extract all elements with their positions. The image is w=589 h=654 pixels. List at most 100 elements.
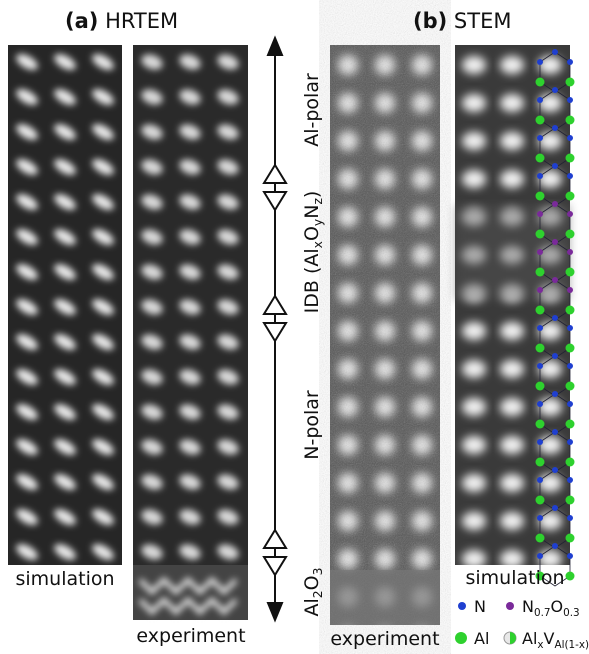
atom bbox=[537, 363, 543, 369]
atom bbox=[566, 382, 575, 391]
atom bbox=[536, 534, 545, 543]
text-part: V bbox=[544, 629, 555, 648]
atom bbox=[537, 439, 543, 445]
atom bbox=[537, 59, 543, 65]
subscript: 0.3 bbox=[563, 607, 580, 619]
caption: simulation bbox=[465, 567, 564, 589]
atom bbox=[567, 515, 573, 521]
atom bbox=[567, 211, 573, 217]
atom bbox=[566, 458, 575, 467]
atom bbox=[552, 87, 558, 93]
atom bbox=[536, 306, 545, 315]
caption: simulation bbox=[15, 568, 114, 590]
atom bbox=[566, 78, 575, 87]
atom bbox=[537, 553, 543, 559]
atom bbox=[537, 287, 543, 293]
legend-label: AlxVAl(1-x) bbox=[522, 629, 589, 651]
text-part: IDB (Al bbox=[301, 248, 323, 313]
atom bbox=[567, 477, 573, 483]
atom bbox=[566, 192, 575, 201]
atom bbox=[552, 429, 558, 435]
atom bbox=[567, 135, 573, 141]
subscript: 3 bbox=[311, 568, 325, 576]
subscript: x bbox=[311, 241, 325, 248]
atom bbox=[536, 458, 545, 467]
atom bbox=[552, 277, 558, 283]
region-label: IDB (AlxOyNz) bbox=[301, 191, 325, 314]
atom bbox=[567, 363, 573, 369]
atom bbox=[537, 515, 543, 521]
atom bbox=[536, 382, 545, 391]
text-part: O bbox=[301, 226, 323, 241]
subscript: Al(1-x) bbox=[555, 639, 589, 651]
atom bbox=[566, 230, 575, 239]
atom bbox=[536, 420, 545, 429]
text-part: N bbox=[522, 597, 534, 616]
subscript: 0.7 bbox=[534, 607, 551, 619]
atom bbox=[537, 477, 543, 483]
atom bbox=[566, 534, 575, 543]
subscript: 2 bbox=[311, 590, 325, 598]
atom bbox=[567, 401, 573, 407]
region-label: Al-polar bbox=[301, 73, 323, 147]
hrtem-experiment-image bbox=[133, 45, 248, 575]
region-label: Al2O3 bbox=[301, 568, 325, 617]
atom bbox=[566, 116, 575, 125]
atom bbox=[537, 135, 543, 141]
subscript: y bbox=[311, 219, 325, 226]
atom bbox=[552, 505, 558, 511]
atom bbox=[536, 496, 545, 505]
text-part: Al bbox=[522, 629, 537, 648]
caption: experiment bbox=[330, 628, 439, 650]
atom bbox=[552, 543, 558, 549]
atom bbox=[536, 192, 545, 201]
atom bbox=[566, 496, 575, 505]
atom bbox=[567, 249, 573, 255]
atom bbox=[537, 173, 543, 179]
caption: experiment bbox=[136, 625, 245, 647]
atom bbox=[552, 201, 558, 207]
text-part: N bbox=[301, 205, 323, 219]
atom bbox=[567, 553, 573, 559]
atom bbox=[536, 116, 545, 125]
atom bbox=[566, 306, 575, 315]
atom bbox=[566, 268, 575, 277]
hrtem-simulation-image bbox=[8, 45, 122, 565]
text-part: O bbox=[301, 575, 323, 590]
legend-label: N0.7O0.3 bbox=[522, 597, 580, 619]
text-part: O bbox=[551, 597, 564, 616]
panel-title: (a) HRTEM bbox=[65, 9, 178, 33]
legend-label: N bbox=[474, 597, 486, 616]
atom bbox=[567, 439, 573, 445]
region-label: N-polar bbox=[301, 390, 323, 460]
legend-label: Al bbox=[474, 629, 489, 648]
atom bbox=[552, 239, 558, 245]
atom bbox=[567, 173, 573, 179]
figure: (a) HRTEM (b) STEM simulation experiment… bbox=[0, 0, 589, 654]
stem-simulation-image bbox=[455, 45, 570, 565]
atom bbox=[536, 268, 545, 277]
atom bbox=[552, 467, 558, 473]
atom bbox=[537, 211, 543, 217]
atom bbox=[566, 420, 575, 429]
atom bbox=[567, 325, 573, 331]
atom bbox=[567, 287, 573, 293]
atom bbox=[537, 325, 543, 331]
atom bbox=[536, 154, 545, 163]
atom bbox=[536, 344, 545, 353]
atom bbox=[537, 249, 543, 255]
text-part: Al bbox=[301, 598, 323, 616]
atom bbox=[552, 125, 558, 131]
atom bbox=[552, 163, 558, 169]
atom bbox=[536, 230, 545, 239]
atom bbox=[552, 353, 558, 359]
atom bbox=[567, 97, 573, 103]
atom bbox=[566, 572, 575, 581]
atom bbox=[567, 59, 573, 65]
atom bbox=[552, 315, 558, 321]
arrow bbox=[264, 38, 286, 620]
legend: N N0.7O0.3 Al AlxVAl(1-x) bbox=[455, 597, 589, 651]
atom bbox=[566, 154, 575, 163]
panel-title: (b) STEM bbox=[413, 9, 511, 33]
atom bbox=[552, 49, 558, 55]
